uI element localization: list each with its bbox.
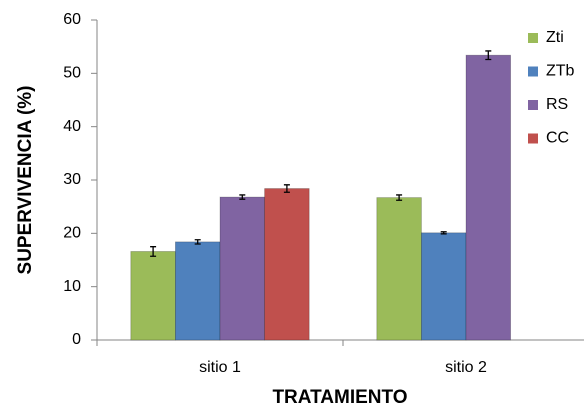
legend-label: RS [546, 96, 568, 113]
legend-swatch [528, 33, 538, 43]
legend-swatch [528, 66, 538, 77]
y-tick-label: 60 [63, 11, 81, 28]
error-bar [440, 231, 447, 235]
y-tick-label: 0 [72, 331, 81, 348]
bar [376, 197, 422, 341]
y-tick-label: 50 [63, 65, 81, 82]
error-bar [283, 184, 290, 193]
y-axis-title: SUPERVIVENCIA (%) [15, 86, 36, 275]
legend-label: ZTb [546, 63, 575, 80]
legend-label: CC [546, 130, 569, 147]
error-bar [150, 246, 157, 257]
bar [130, 251, 176, 341]
bar [420, 232, 467, 341]
legend-swatch [528, 100, 538, 110]
y-tick-label: 30 [63, 171, 81, 188]
legend-label: Zti [546, 29, 564, 46]
x-tick-label: sitio 2 [445, 359, 487, 376]
bar [465, 54, 511, 341]
error-bar [194, 239, 201, 245]
legend-swatch [528, 133, 538, 144]
y-tick-label: 20 [63, 225, 81, 242]
error-bar [239, 194, 246, 200]
error-bar [396, 194, 403, 201]
bar [264, 188, 310, 341]
bar [174, 241, 221, 341]
y-tick-label: 40 [63, 118, 81, 135]
x-tick-label: sitio 1 [199, 359, 241, 376]
error-bar [485, 50, 492, 61]
y-tick-label: 10 [63, 278, 81, 295]
bar [219, 196, 265, 341]
x-axis-title: TRATAMIENTO [272, 387, 407, 408]
